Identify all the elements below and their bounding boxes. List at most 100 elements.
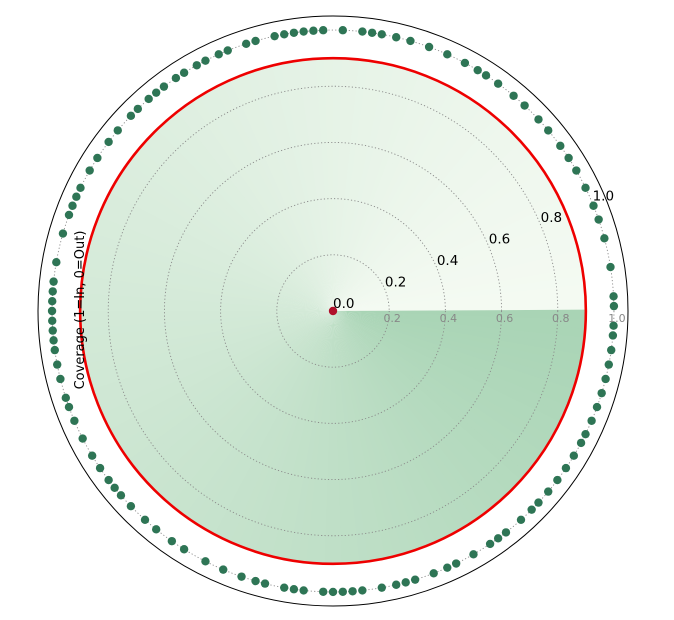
coverage-wedge [220, 80, 333, 311]
data-point [70, 416, 79, 425]
data-point [93, 153, 102, 163]
data-point [56, 374, 65, 384]
coverage-wedge [333, 311, 584, 355]
coverage-wedge [333, 311, 528, 481]
data-point [95, 463, 105, 473]
coverage-wedge [333, 147, 533, 311]
threshold-circle [78, 56, 588, 566]
coverage-wedge [114, 311, 333, 447]
coverage-wedge [333, 311, 539, 467]
coverage-wedge [333, 311, 504, 505]
coverage-wedge [333, 311, 586, 338]
data-point [485, 539, 495, 549]
data-point [429, 569, 438, 578]
coverage-wedge [85, 249, 333, 311]
coverage-wedge [333, 161, 543, 311]
coverage-wedge [333, 311, 476, 526]
data-point [251, 36, 260, 46]
data-point [78, 434, 87, 443]
data-point [50, 345, 59, 355]
coverage-wedge [222, 311, 333, 543]
data-point [556, 141, 565, 151]
data-point [237, 572, 246, 581]
data-point [47, 306, 57, 316]
inner-tick-label: 0.2 [383, 312, 401, 325]
coverage-wedge [176, 106, 333, 312]
data-point [392, 580, 401, 589]
coverage-wedge [333, 110, 496, 312]
coverage-wedge [333, 91, 467, 311]
coverage-wedge [109, 311, 334, 439]
data-point [520, 101, 529, 110]
data-point [87, 451, 97, 460]
data-point [534, 115, 543, 124]
coverage-wedge [127, 155, 334, 311]
coverage-wedge [101, 200, 333, 311]
coverage-wedge [214, 311, 333, 539]
coverage-wedge [228, 76, 333, 312]
data-point [179, 68, 189, 77]
data-point [338, 587, 348, 596]
coverage-wedge [324, 311, 335, 564]
grid-circle [276, 254, 390, 368]
coverage-wedge [333, 311, 461, 535]
coverage-wedge [169, 111, 333, 311]
inner-tick-label: 0.6 [496, 312, 514, 325]
coverage-wedge [105, 311, 333, 431]
grid-circle [107, 85, 559, 537]
coverage-wedge [333, 175, 552, 311]
coverage-wedge [280, 311, 333, 561]
data-point [64, 402, 74, 412]
grid-circle [51, 29, 615, 593]
data-point [104, 137, 113, 147]
coverage-wedge [333, 311, 544, 460]
coverage-wedge [333, 61, 386, 311]
coverage-wedge [80, 293, 333, 311]
data-point [85, 166, 94, 175]
data-point [48, 287, 57, 296]
data-point [171, 73, 181, 83]
data-point [564, 153, 573, 163]
coverage-wedge [306, 311, 333, 564]
data-point [544, 487, 553, 496]
coverage-wedge [205, 87, 333, 312]
coverage-wedge [333, 311, 446, 542]
data-point [451, 559, 461, 568]
coverage-wedge [89, 232, 334, 311]
coverage-wedge [144, 135, 333, 311]
data-point [241, 39, 251, 48]
data-point [469, 550, 478, 559]
data-point [501, 528, 511, 537]
coverage-wedge [333, 206, 568, 311]
data-point [609, 301, 619, 311]
coverage-wedge [157, 311, 333, 500]
coverage-wedge [333, 311, 586, 329]
coverage-wedge [333, 183, 557, 311]
data-point [338, 26, 348, 35]
data-point [609, 292, 618, 301]
data-point [569, 451, 579, 460]
coverage-wedge [333, 311, 577, 390]
data-point [116, 491, 126, 500]
coverage-wedge [98, 208, 333, 311]
coverage-wedge [333, 168, 548, 311]
coverage-wedge [263, 311, 333, 557]
data-point [609, 321, 618, 330]
coverage-wedge [163, 311, 333, 506]
coverage-wedge [333, 58, 351, 311]
coverage-wedge [333, 311, 568, 414]
data-point [299, 586, 308, 595]
data-point [561, 463, 571, 473]
data-point [443, 50, 452, 59]
coverage-wedge [333, 311, 429, 549]
coverage-wedge [333, 311, 572, 406]
coverage-wedge [333, 116, 503, 311]
coverage-wedge [333, 140, 527, 311]
coverage-wedge [138, 141, 333, 311]
data-point [76, 183, 85, 193]
coverage-wedge [183, 101, 333, 312]
coverage-wedge [333, 58, 360, 311]
data-point [104, 475, 113, 485]
coverage-wedge [333, 311, 585, 347]
data-point [223, 46, 232, 55]
